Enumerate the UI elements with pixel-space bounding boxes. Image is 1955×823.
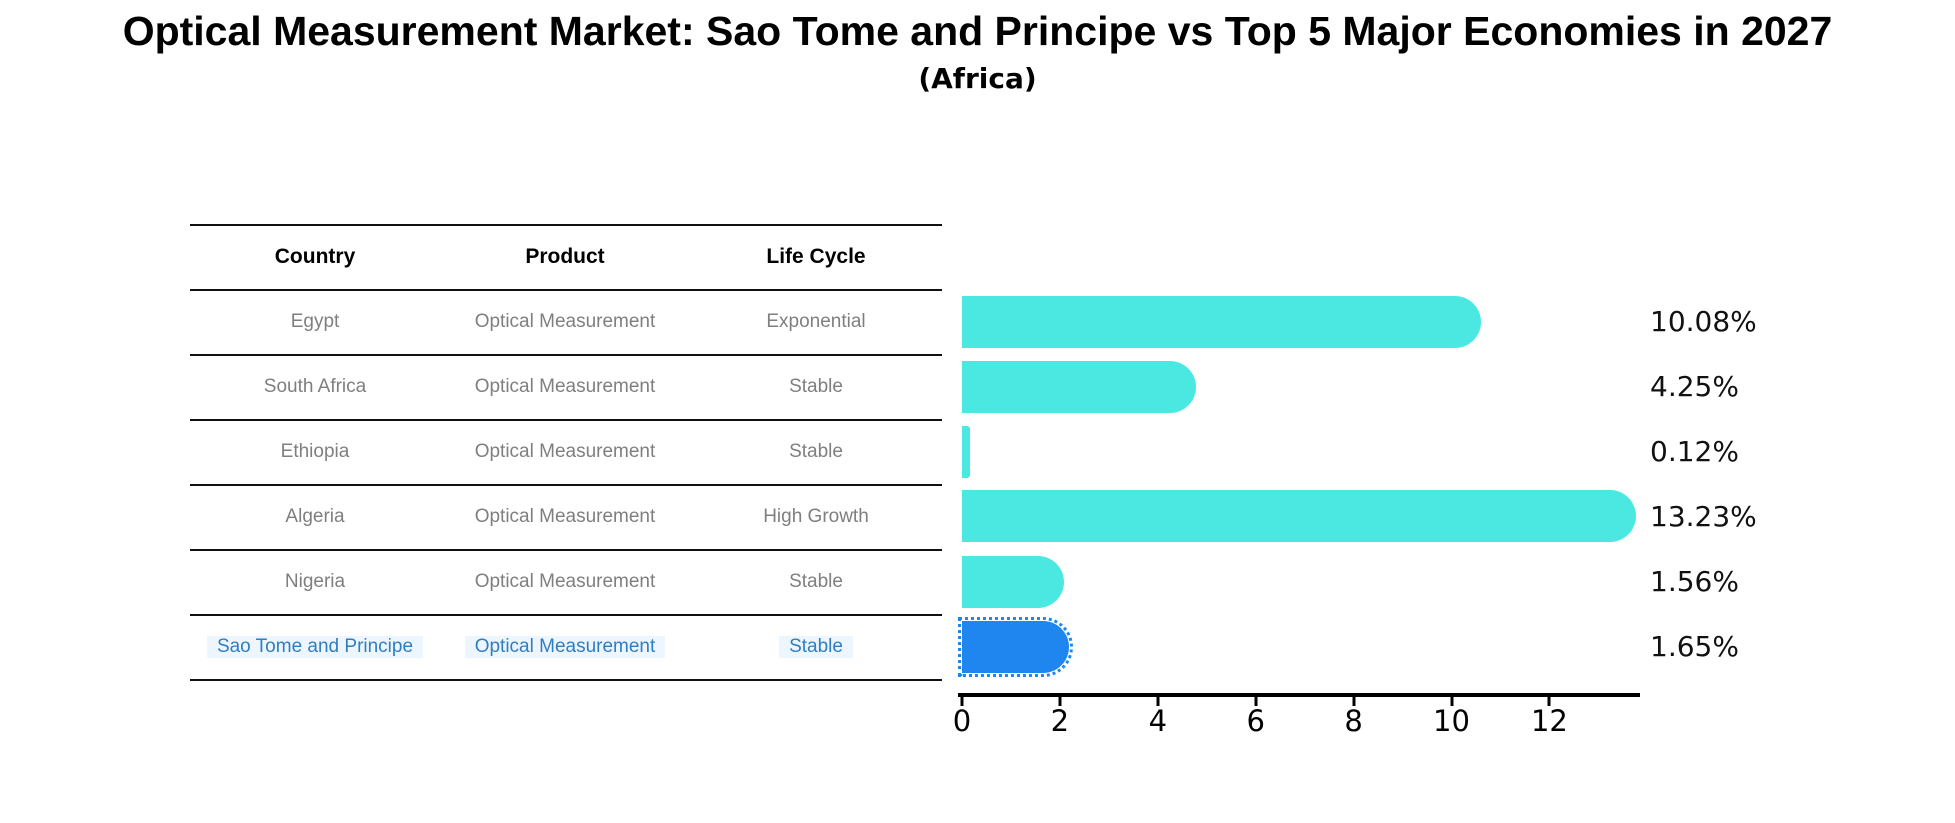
table-header-life-cycle: Life Cycle: [766, 245, 866, 269]
x-axis-tick-label: 8: [1344, 704, 1363, 738]
x-axis-tick-label: 0: [952, 704, 972, 738]
cell-country: Algeria: [285, 506, 345, 527]
table-row-sao-tome-and-principe: Sao Tome and Principe Optical Measuremen…: [190, 616, 942, 681]
cell-life-cycle: Exponential: [766, 311, 866, 332]
x-axis-tick: [1156, 697, 1160, 706]
cell-product: Optical Measurement: [474, 311, 656, 332]
bar-algeria: [962, 490, 1636, 542]
value-label-egypt: 10.08%: [1650, 305, 1757, 338]
bar-ethiopia: [962, 426, 970, 478]
value-label-south-africa: 4.25%: [1650, 370, 1739, 403]
x-axis-tick: [1352, 697, 1356, 706]
x-axis-tick: [1547, 697, 1551, 706]
x-axis-tick-label: 6: [1246, 704, 1265, 738]
cell-life-cycle: Stable: [789, 571, 843, 592]
table-row-south-africa: South Africa Optical Measurement Stable: [190, 356, 942, 421]
chart-title: Optical Measurement Market: Sao Tome and…: [122, 8, 1833, 54]
table-row-algeria: Algeria Optical Measurement High Growth: [190, 486, 942, 551]
cell-country: Sao Tome and Principe: [190, 636, 440, 658]
cell-life-cycle: Stable: [789, 376, 843, 397]
cell-product: Optical Measurement: [440, 636, 690, 658]
x-axis-tick-label: 4: [1148, 704, 1168, 738]
x-axis-tick: [1058, 697, 1062, 706]
cell-life-cycle: Stable: [789, 441, 843, 462]
cell-product: Optical Measurement: [474, 441, 656, 462]
bar-south-africa: [962, 361, 1197, 413]
bar-egypt: [962, 296, 1482, 348]
table-row-nigeria: Nigeria Optical Measurement Stable: [190, 551, 942, 616]
x-axis-tick-label: 10: [1433, 704, 1470, 738]
cell-life-cycle: Stable: [690, 636, 942, 658]
cell-country: Egypt: [290, 311, 340, 332]
cell-product: Optical Measurement: [474, 571, 656, 592]
country-table: Country Product Life Cycle Egypt Optical…: [190, 224, 942, 681]
table-row-ethiopia: Ethiopia Optical Measurement Stable: [190, 421, 942, 486]
chart-subtitle: (Africa): [918, 62, 1037, 95]
x-axis-tick: [1254, 697, 1258, 706]
x-axis-tick-label: 2: [1050, 704, 1070, 738]
cell-life-cycle: High Growth: [763, 506, 869, 527]
table-header-row: Country Product Life Cycle: [190, 226, 942, 291]
value-label-ethiopia: 0.12%: [1650, 435, 1739, 468]
x-axis-tick: [1450, 697, 1453, 706]
cell-product: Optical Measurement: [474, 376, 656, 397]
value-label-algeria: 13.23%: [1650, 500, 1757, 533]
bar-chart: 0 2 4 6 8 10 12: [953, 0, 1662, 823]
x-axis-tick: [960, 697, 964, 706]
cell-country: Ethiopia: [280, 441, 350, 462]
cell-country: Nigeria: [284, 571, 346, 592]
value-label-sao-tome-and-principe: 1.65%: [1650, 630, 1739, 663]
x-axis-line: [958, 693, 1640, 697]
x-axis-tick-label: 12: [1530, 704, 1568, 738]
table-row-egypt: Egypt Optical Measurement Exponential: [190, 291, 942, 356]
table-header-country: Country: [274, 245, 356, 269]
bar-sao-tome-and-principe: [958, 617, 1073, 677]
value-label-nigeria: 1.56%: [1650, 565, 1739, 598]
table-header-product: Product: [525, 245, 605, 269]
cell-country: South Africa: [263, 376, 367, 397]
cell-product: Optical Measurement: [474, 506, 656, 527]
bar-nigeria: [962, 556, 1065, 608]
